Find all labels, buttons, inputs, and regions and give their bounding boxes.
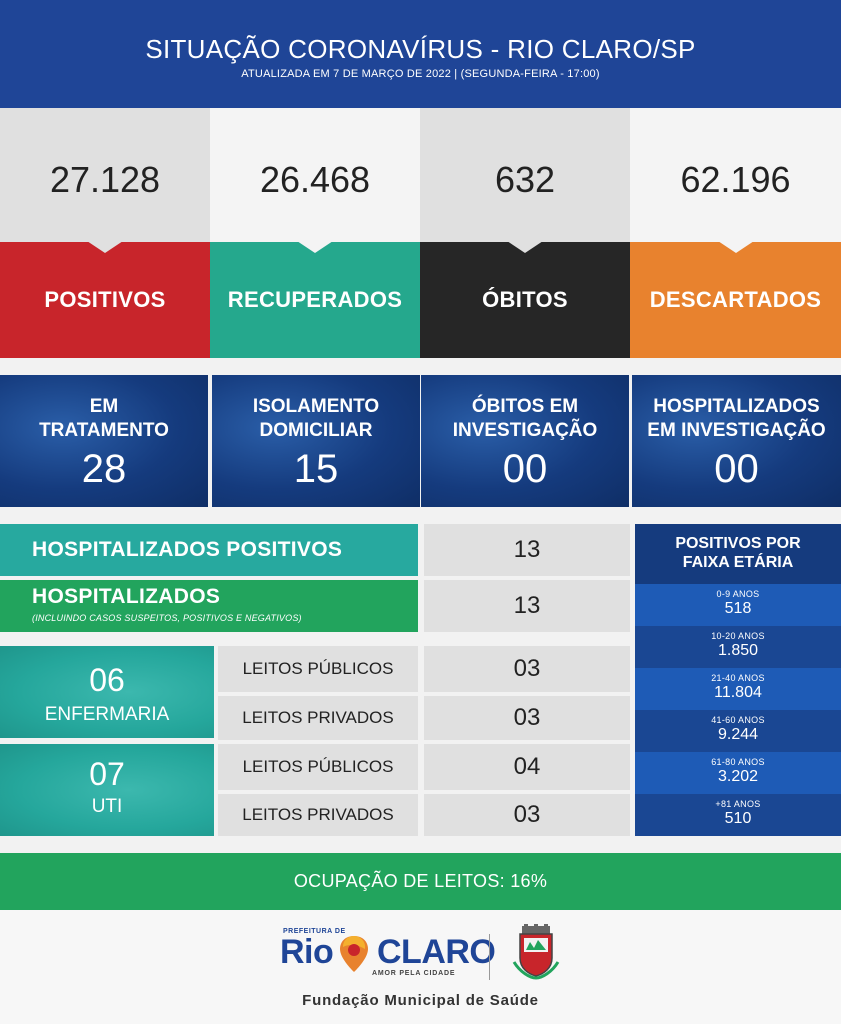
- hospitalized-positive-bar: HOSPITALIZADOS POSITIVOS: [0, 524, 418, 576]
- in-treatment-value: 28: [81, 447, 127, 491]
- logo-rio: Rio: [280, 933, 334, 971]
- bed-occupancy-text: OCUPAÇÃO DE LEITOS: 16%: [293, 871, 548, 891]
- ward-box: 06 ENFERMARIA: [0, 646, 214, 738]
- stat-discarded-panel: DESCARTADOS: [630, 241, 841, 358]
- ward-total: 06: [89, 662, 125, 698]
- icu-total: 07: [89, 756, 125, 792]
- stat-positive-value: 27.128: [0, 108, 210, 242]
- title-line: POSITIVOS POR: [675, 535, 801, 552]
- age-value: 11.804: [714, 684, 762, 701]
- icu-private-value: 03: [424, 794, 630, 836]
- notch: [507, 241, 543, 253]
- stat-deaths-label: ÓBITOS: [482, 287, 568, 312]
- age-range: 0-9 ANOS: [716, 589, 760, 599]
- deaths-investigation-label: ÓBITOS EM INVESTIGAÇÃO: [421, 395, 629, 443]
- ward-public-value: 03: [424, 646, 630, 692]
- notch: [717, 241, 754, 253]
- ward-private-label: LEITOS PRIVADOS: [218, 696, 418, 740]
- deaths-investigation-value: 00: [502, 447, 548, 491]
- label-line: DOMICILIAR: [259, 420, 373, 441]
- header: SITUAÇÃO CORONAVÍRUS - RIO CLARO/SP ATUA…: [0, 0, 841, 108]
- logo-prefix: PREFEITURA DE: [283, 928, 346, 935]
- age-value: 510: [724, 810, 752, 827]
- stat-recovered-label: RECUPERADOS: [227, 287, 403, 312]
- hospitalized-investigation-label: HOSPITALIZADOS EM INVESTIGAÇÃO: [632, 395, 841, 443]
- label-line: HOSPITALIZADOS: [653, 396, 820, 417]
- home-isolation-value: 15: [293, 447, 339, 491]
- logo-divider: [489, 934, 490, 980]
- hospitalized-all-bar: HOSPITALIZADOS (INCLUINDO CASOS SUSPEITO…: [0, 580, 418, 632]
- bed-occupancy-bar: OCUPAÇÃO DE LEITOS: 16%: [0, 853, 841, 910]
- notch: [297, 241, 333, 253]
- hospitalized-all-label: HOSPITALIZADOS: [32, 585, 221, 608]
- age-row: 41-60 ANOS 9.244: [635, 710, 841, 752]
- ward-public-label: LEITOS PÚBLICOS: [218, 646, 418, 692]
- hospitalized-positive-value: 13: [424, 524, 630, 576]
- label-line: TRATAMENTO: [39, 420, 169, 441]
- stat-deaths: 632 ÓBITOS: [420, 108, 630, 358]
- hospitalized-investigation-box: HOSPITALIZADOS EM INVESTIGAÇÃO 00: [632, 375, 841, 507]
- stat-positive-label: POSITIVOS: [44, 287, 166, 312]
- stat-deaths-panel: ÓBITOS: [420, 241, 630, 358]
- stat-positive-panel: POSITIVOS: [0, 241, 210, 358]
- age-value: 1.850: [717, 642, 759, 659]
- age-row: 10-20 ANOS 1.850: [635, 626, 841, 668]
- page-title: SITUAÇÃO CORONAVÍRUS - RIO CLARO/SP: [145, 34, 696, 64]
- icu-name: UTI: [91, 796, 123, 817]
- stat-positive: 27.128 POSITIVOS: [0, 108, 210, 358]
- title-line: FAIXA ETÁRIA: [682, 554, 794, 571]
- stat-discarded-value: 62.196: [630, 108, 841, 242]
- icu-private-label: LEITOS PRIVADOS: [218, 794, 418, 836]
- age-range: +81 ANOS: [715, 799, 761, 809]
- update-date: ATUALIZADA EM 7 DE MARÇO DE 2022 | (SEGU…: [241, 68, 600, 80]
- logo-claro: CLARO: [377, 933, 496, 971]
- icu-public-label: LEITOS PÚBLICOS: [218, 744, 418, 790]
- org-name: Fundação Municipal de Saúde: [302, 992, 539, 1009]
- ward-private-value: 03: [424, 696, 630, 740]
- stat-deaths-value: 632: [420, 108, 630, 242]
- age-row: 0-9 ANOS 518: [635, 584, 841, 626]
- hospitalized-positive-label: HOSPITALIZADOS POSITIVOS: [32, 538, 343, 561]
- icu-box: 07 UTI: [0, 744, 214, 836]
- deaths-investigation-box: ÓBITOS EM INVESTIGAÇÃO 00: [421, 375, 629, 507]
- hospitalized-all-value: 13: [424, 580, 630, 632]
- label-line: EM: [89, 396, 119, 417]
- stat-discarded-label: DESCARTADOS: [649, 287, 822, 312]
- age-value: 518: [724, 600, 752, 617]
- home-isolation-box: ISOLAMENTO DOMICILIAR 15: [212, 375, 420, 507]
- age-range: 10-20 ANOS: [711, 631, 765, 641]
- icu-public-value: 04: [424, 744, 630, 790]
- age-row: 21-40 ANOS 11.804: [635, 668, 841, 710]
- hospitalized-investigation-value: 00: [714, 447, 759, 491]
- age-value: 3.202: [717, 768, 759, 785]
- age-range: 21-40 ANOS: [711, 673, 765, 683]
- footer: [0, 910, 841, 1024]
- label-line: ÓBITOS EM: [471, 396, 579, 417]
- age-value: 9.244: [717, 726, 759, 743]
- notch: [87, 241, 123, 253]
- label-line: INVESTIGAÇÃO: [452, 420, 598, 441]
- age-row: +81 ANOS 510: [635, 794, 841, 836]
- logo-tagline: AMOR PELA CIDADE: [372, 970, 456, 977]
- age-panel-title: POSITIVOS POR FAIXA ETÁRIA: [635, 524, 841, 584]
- in-treatment-label: EM TRATAMENTO: [0, 395, 208, 443]
- city-crest-icon: [512, 924, 560, 980]
- age-row: 61-80 ANOS 3.202: [635, 752, 841, 794]
- age-range: 41-60 ANOS: [711, 715, 765, 725]
- stat-recovered: 26.468 RECUPERADOS: [210, 108, 420, 358]
- stat-recovered-value: 26.468: [210, 108, 420, 242]
- stat-discarded: 62.196 DESCARTADOS: [630, 108, 841, 358]
- age-range: 61-80 ANOS: [711, 757, 765, 767]
- ward-name: ENFERMARIA: [44, 704, 170, 725]
- hospitalized-all-note: (INCLUINDO CASOS SUSPEITOS, POSITIVOS E …: [32, 613, 302, 623]
- home-isolation-label: ISOLAMENTO DOMICILIAR: [212, 395, 420, 443]
- age-panel: POSITIVOS POR FAIXA ETÁRIA 0-9 ANOS 518 …: [635, 524, 841, 836]
- label-line: ISOLAMENTO: [252, 396, 380, 417]
- stat-recovered-panel: RECUPERADOS: [210, 241, 420, 358]
- in-treatment-box: EM TRATAMENTO 28: [0, 375, 208, 507]
- map-pin-icon: [340, 936, 368, 972]
- label-line: EM INVESTIGAÇÃO: [647, 420, 826, 441]
